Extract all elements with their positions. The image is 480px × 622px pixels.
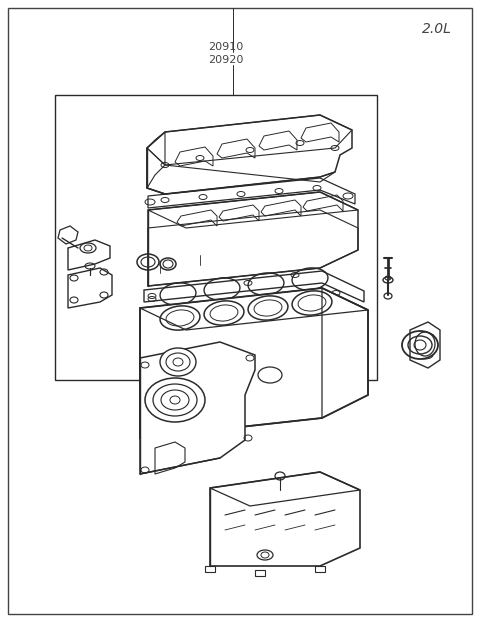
- Polygon shape: [148, 192, 358, 286]
- Ellipse shape: [80, 243, 96, 253]
- Polygon shape: [140, 288, 368, 438]
- Ellipse shape: [153, 384, 197, 416]
- Ellipse shape: [408, 336, 432, 354]
- Polygon shape: [140, 342, 255, 474]
- Ellipse shape: [166, 353, 190, 371]
- Polygon shape: [147, 115, 352, 194]
- Text: 20910: 20910: [208, 42, 243, 52]
- Text: 2.0L: 2.0L: [422, 22, 452, 36]
- Ellipse shape: [145, 378, 205, 422]
- Polygon shape: [210, 472, 360, 566]
- Text: 20920: 20920: [208, 55, 243, 65]
- Bar: [55, 95, 377, 380]
- Ellipse shape: [402, 331, 438, 359]
- Ellipse shape: [160, 348, 196, 376]
